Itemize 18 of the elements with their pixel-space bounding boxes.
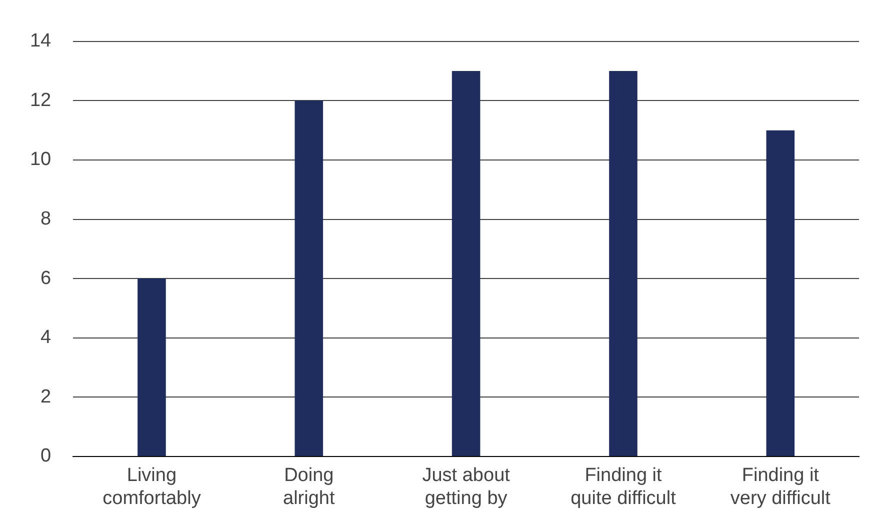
- bar: [609, 71, 638, 456]
- bar: [138, 278, 166, 456]
- y-tick-label: 0: [40, 446, 52, 467]
- y-tick-label: 4: [40, 327, 52, 348]
- x-tick-label: Doing alright: [283, 465, 336, 509]
- bar: [766, 130, 795, 456]
- x-tick-label: Living comfortably: [102, 465, 202, 509]
- x-tick-label: Just about getting by: [422, 465, 511, 509]
- x-tick-label: Finding it very difficult: [730, 465, 832, 509]
- y-tick-label: 2: [40, 386, 52, 408]
- x-tick-label: Finding it quite difficult: [570, 465, 677, 509]
- y-tick-label: 14: [30, 30, 52, 52]
- y-tick-label: 10: [30, 149, 52, 170]
- y-tick-label: 8: [40, 208, 52, 230]
- bar: [452, 71, 480, 456]
- bar: [294, 100, 324, 456]
- y-tick-label: 6: [40, 268, 52, 289]
- y-tick-label: 12: [30, 90, 52, 111]
